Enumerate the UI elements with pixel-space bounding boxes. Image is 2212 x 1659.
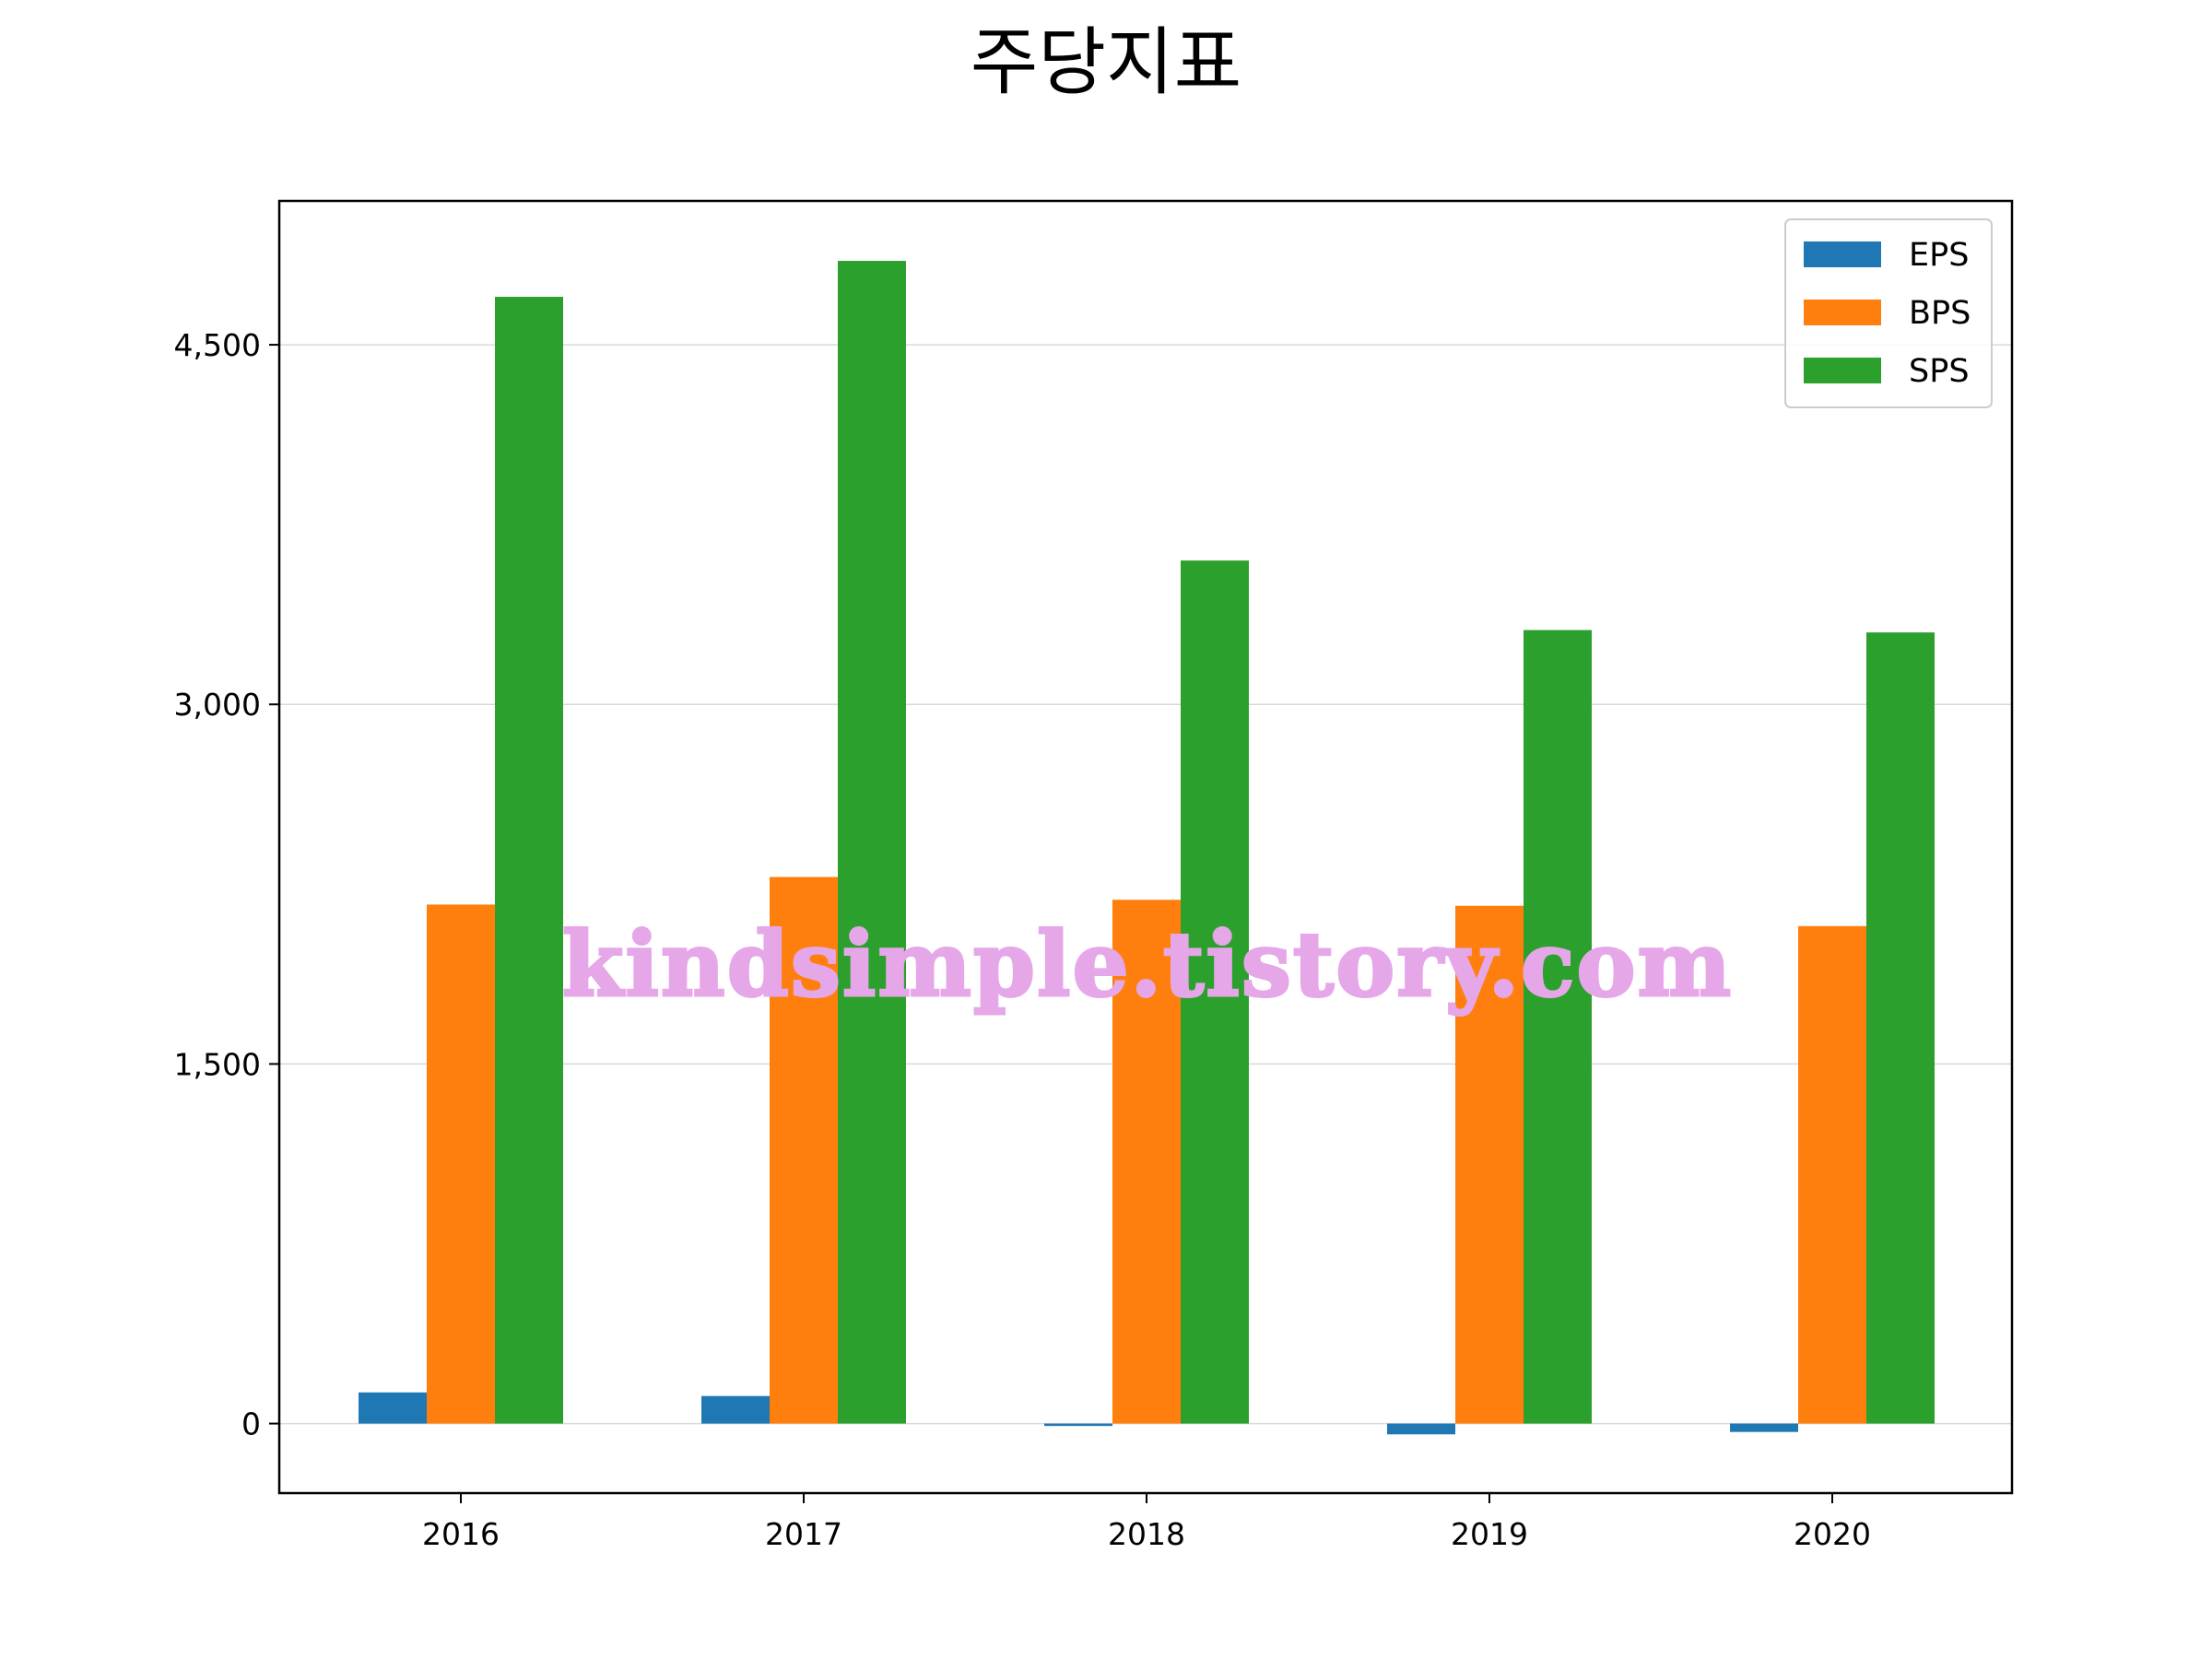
x-tick-label: 2019	[1451, 1516, 1528, 1552]
watermark: kindsimple.tistory.com	[562, 912, 1733, 1017]
x-tick-label: 2016	[422, 1516, 500, 1552]
bar-bps	[1455, 905, 1524, 1424]
y-tick-label: 3,000	[174, 687, 261, 723]
y-tick-label: 0	[241, 1406, 261, 1442]
y-tick-label: 1,500	[174, 1046, 261, 1082]
bar-eps	[701, 1395, 770, 1424]
x-tick-label: 2020	[1794, 1516, 1871, 1552]
legend-label-eps: EPS	[1909, 237, 1969, 274]
bar-sps	[1181, 560, 1249, 1424]
legend-label-sps: SPS	[1909, 353, 1970, 390]
legend: EPS BPS SPS	[1784, 218, 1993, 408]
bar-eps	[1730, 1423, 1798, 1432]
bar-sps	[1866, 632, 1935, 1424]
grid-lines	[279, 344, 2012, 1425]
bar-bps	[427, 904, 495, 1424]
bar-bps	[770, 877, 838, 1424]
legend-swatch-sps	[1804, 358, 1881, 383]
y-tick-label: 4,500	[174, 327, 261, 363]
legend-label-bps: BPS	[1909, 295, 1971, 332]
x-axis-ticks: 2016 2017 2018 2019 2020	[422, 1493, 1871, 1552]
bar-eps	[1044, 1423, 1112, 1427]
legend-swatch-eps	[1804, 241, 1881, 267]
legend-swatch-bps	[1804, 300, 1881, 325]
bars	[359, 261, 1935, 1435]
bar-sps	[838, 261, 906, 1424]
chart-title: 주당지표	[971, 19, 1241, 105]
x-tick-label: 2018	[1108, 1516, 1185, 1552]
y-axis-ticks: 0 1,500 3,000 4,500	[174, 327, 279, 1442]
bar-bps	[1798, 925, 1866, 1424]
bar-bps	[1112, 900, 1181, 1424]
x-tick-label: 2017	[765, 1516, 842, 1552]
bar-eps	[1387, 1423, 1455, 1435]
bar-sps	[1524, 629, 1592, 1424]
bar-sps	[495, 297, 563, 1424]
bar-eps	[359, 1392, 427, 1424]
